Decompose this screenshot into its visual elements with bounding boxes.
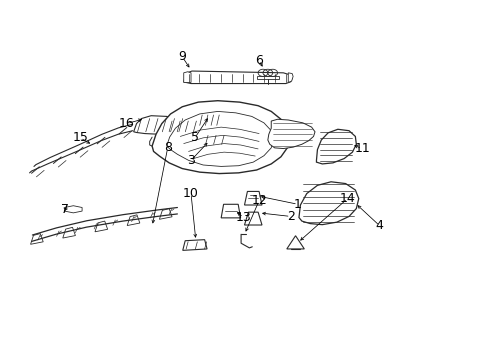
Polygon shape [133,116,185,134]
Text: 7: 7 [61,203,68,216]
Text: 12: 12 [251,194,266,207]
Polygon shape [316,129,356,164]
Text: 13: 13 [235,211,251,224]
Text: 16: 16 [119,117,134,130]
Text: 8: 8 [163,141,171,154]
Polygon shape [257,76,278,79]
Polygon shape [62,227,75,238]
Polygon shape [64,206,82,213]
Text: 15: 15 [72,131,88,144]
Polygon shape [95,221,107,232]
Polygon shape [197,114,221,127]
Polygon shape [244,192,262,205]
Polygon shape [30,234,43,244]
Text: 6: 6 [255,54,263,67]
Polygon shape [159,208,172,219]
Polygon shape [165,118,200,134]
Text: 1: 1 [293,198,301,211]
Polygon shape [203,134,225,146]
Text: 2: 2 [286,210,294,223]
Text: 4: 4 [375,219,383,232]
Polygon shape [183,71,291,84]
Polygon shape [286,236,304,249]
Text: 5: 5 [190,131,199,144]
Text: 9: 9 [178,50,186,63]
Polygon shape [221,204,240,218]
Polygon shape [267,119,314,149]
Polygon shape [183,72,191,82]
Text: 3: 3 [187,154,195,167]
Polygon shape [287,73,292,82]
Text: 14: 14 [339,192,355,205]
Polygon shape [127,215,140,226]
Polygon shape [183,240,206,250]
Text: 10: 10 [183,187,199,200]
Polygon shape [152,101,288,174]
Polygon shape [298,182,358,225]
Text: 11: 11 [354,142,369,155]
Polygon shape [244,212,262,225]
Polygon shape [166,111,273,166]
